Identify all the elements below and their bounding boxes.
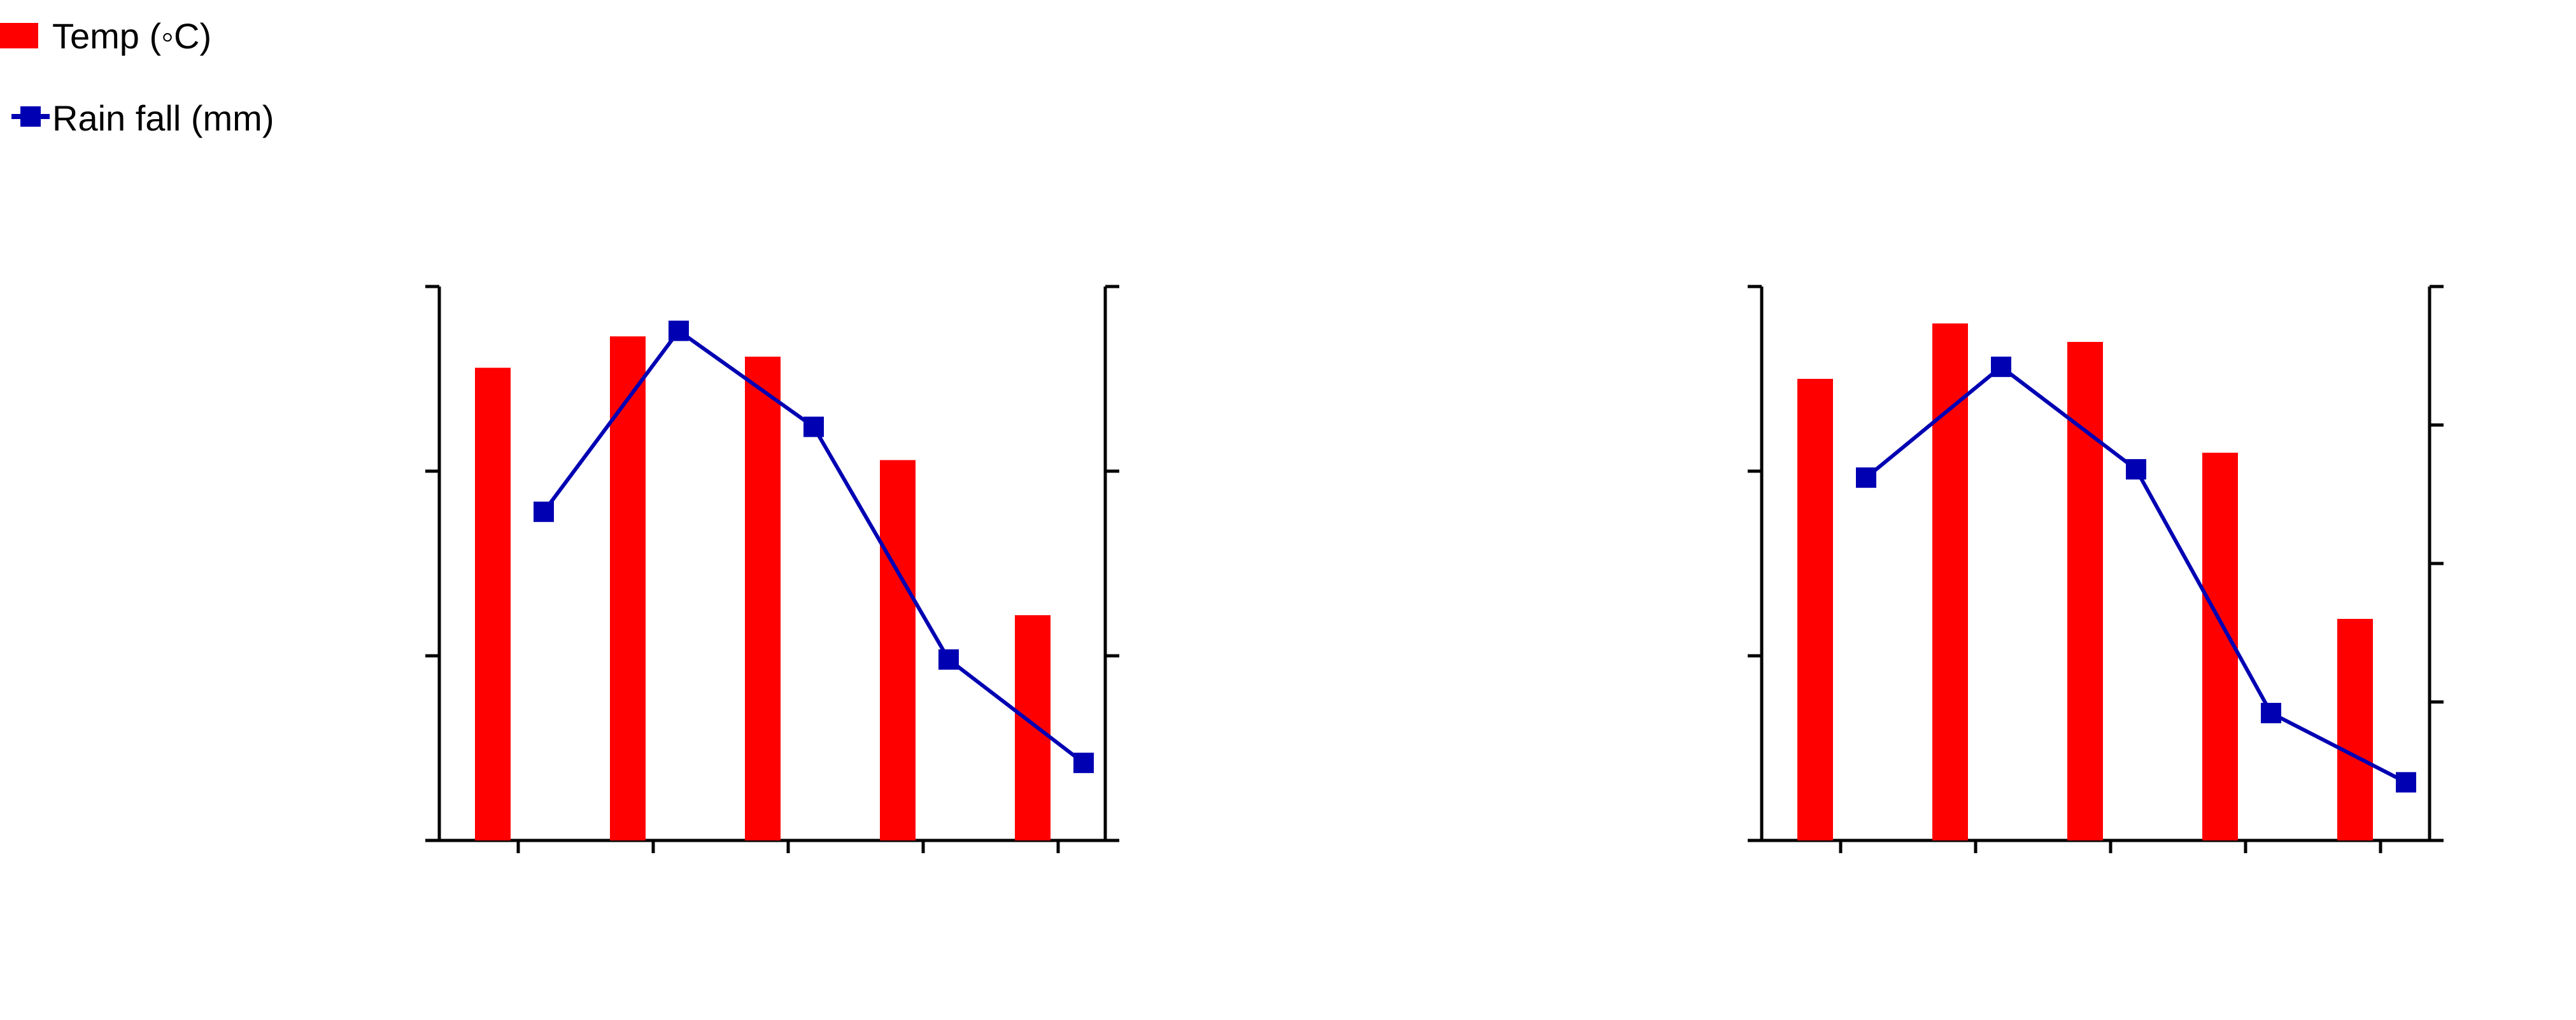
rainfall-point-oct: [1073, 753, 1094, 774]
rainfall-point-aug: [803, 416, 824, 437]
legend-swatch-rainfall-marker: [20, 106, 41, 127]
rainfall-point-sep: [938, 649, 959, 670]
chart-panel-a: [425, 285, 1119, 853]
bar-temp-aug: [2067, 342, 2103, 840]
rainfall-point-july: [669, 320, 689, 341]
legend-swatch-temp: [0, 23, 38, 48]
legend-label-temp: Temp (◦C): [52, 16, 211, 56]
rainfall-point-jun: [1856, 467, 1876, 488]
bar-temp-aug: [745, 357, 781, 840]
bar-temp-sep: [880, 460, 916, 840]
bar-temp-july: [610, 336, 646, 840]
bar-temp-jun: [1797, 379, 1833, 840]
bar-temp-jun: [475, 367, 511, 840]
bar-temp-july: [1932, 323, 1968, 840]
rainfall-point-jun: [534, 501, 554, 522]
rainfall-point-sep: [2261, 702, 2281, 723]
chart-panel-b: [1748, 285, 2444, 853]
legend-item-rainfall: Rain fall (mm): [11, 98, 274, 138]
legend: Temp (◦C) Rain fall (mm): [0, 16, 274, 138]
bar-temp-sep: [2202, 453, 2238, 840]
legend-label-rainfall: Rain fall (mm): [52, 98, 274, 138]
legend-item-temp: Temp (◦C): [0, 16, 211, 56]
rainfall-point-aug: [2126, 459, 2146, 480]
bar-temp-oct: [2337, 619, 2373, 840]
bar-temp-oct: [1015, 615, 1051, 840]
rainfall-point-oct: [2396, 772, 2416, 793]
rainfall-point-july: [1991, 357, 2011, 378]
